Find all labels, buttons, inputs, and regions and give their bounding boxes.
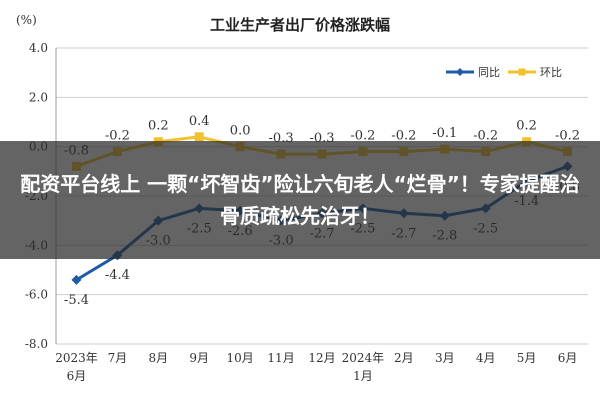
legend-label: 环比 — [540, 66, 562, 79]
x-tick-label: 5月 — [517, 351, 537, 365]
x-tick-label: 8月 — [148, 351, 168, 365]
x-tick-label: 11月 — [267, 351, 294, 365]
data-label: -5.4 — [64, 293, 89, 308]
x-tick-label: 2023年 6月 — [55, 351, 98, 383]
chart-title: 工业生产者出厂价格涨跌幅 — [210, 16, 390, 34]
x-tick-label: 4月 — [476, 351, 496, 365]
y-unit-label: (%) — [16, 13, 37, 27]
data-label: -0.2 — [391, 129, 416, 144]
x-tick-label: 6月 — [558, 351, 578, 365]
x-tick-label: 12月 — [308, 351, 335, 365]
data-label: -4.4 — [105, 268, 130, 283]
y-tick-label: 2.0 — [29, 90, 48, 104]
legend-marker — [456, 68, 464, 76]
headline-text[interactable]: 配资平台线上 一颗“坏智齿”险让六旬老人“烂骨”！专家提醒治骨质疏松先治牙！ — [20, 172, 580, 228]
data-label: 0.0 — [230, 124, 251, 139]
x-tick-label: 2月 — [394, 351, 414, 365]
data-label: 0.4 — [189, 114, 210, 129]
x-tick-label: 2024年 1月 — [342, 351, 385, 383]
y-tick-label: -8.0 — [25, 337, 48, 351]
legend-label: 同比 — [478, 66, 500, 79]
data-point — [71, 274, 82, 285]
x-tick-label: 7月 — [108, 351, 128, 365]
x-tick-label: 3月 — [435, 351, 455, 365]
legend: 同比 环比 — [446, 66, 562, 79]
legend-marker — [518, 68, 526, 76]
data-label: -0.1 — [432, 126, 457, 141]
headline-overlay[interactable]: 配资平台线上 一颗“坏智齿”险让六旬老人“烂骨”！专家提醒治骨质疏松先治牙！ — [0, 141, 600, 259]
data-point — [194, 132, 204, 142]
data-label: -0.2 — [473, 129, 498, 144]
data-label: -0.2 — [105, 129, 130, 144]
data-label: 0.2 — [516, 119, 537, 134]
x-tick-label: 9月 — [189, 351, 209, 365]
data-label: -0.2 — [350, 129, 375, 144]
x-tick-label: 10月 — [227, 351, 254, 365]
data-label: 0.2 — [148, 119, 169, 134]
data-label: -0.2 — [555, 129, 580, 144]
y-tick-label: -6.0 — [25, 288, 48, 302]
y-tick-label: 4.0 — [29, 41, 48, 55]
